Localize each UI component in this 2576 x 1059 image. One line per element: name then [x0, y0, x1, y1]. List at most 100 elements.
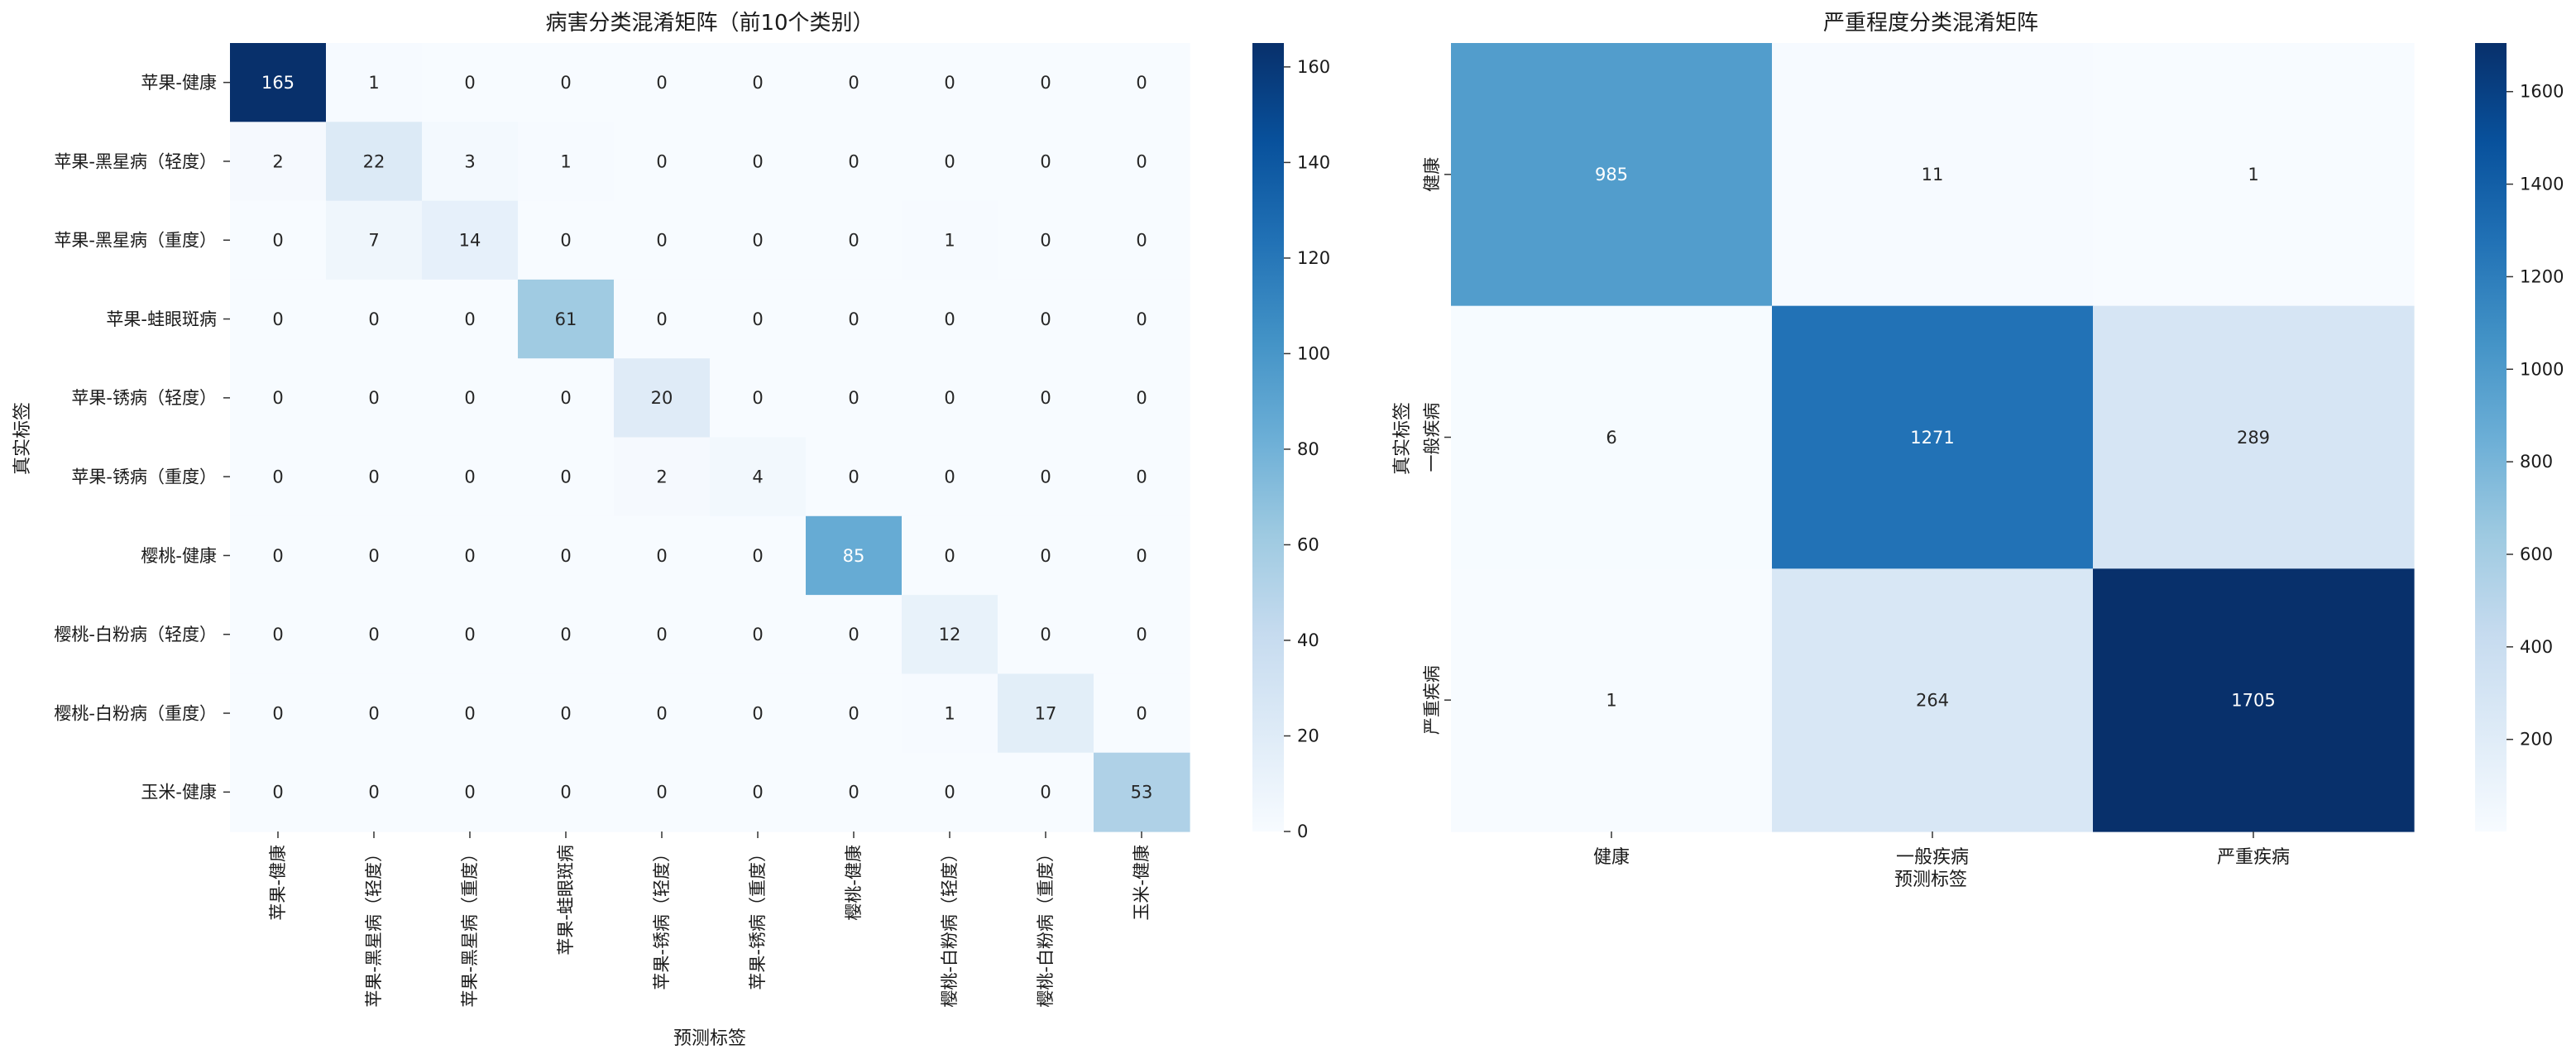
- chart-1-cell-r4-c9: [1094, 358, 1190, 438]
- chart-1-cell-value-r6-c0: 0: [272, 546, 283, 566]
- chart-1-cell-r0-c5: [710, 43, 807, 122]
- chart-1-cell-value-r3-c9: 0: [1136, 309, 1147, 329]
- chart-2-cell-value-r0-c0: 985: [1595, 165, 1628, 184]
- chart-1-cell-r9-c5: [710, 752, 807, 832]
- chart-1-cell-value-r1-c7: 0: [944, 151, 955, 171]
- chart-1-cell-value-r8-c7: 1: [944, 703, 955, 723]
- chart-1-cell-value-r7-c5: 0: [752, 625, 763, 645]
- chart-1-cell-r6-c5: [710, 515, 807, 596]
- chart-1-cell-r1-c4: [614, 122, 711, 202]
- chart-2-cell-r2-c1: [1772, 568, 2094, 832]
- chart-1-cell-r9-c2: [422, 752, 519, 832]
- chart-2-cell-r0-c0: [1451, 43, 1773, 307]
- chart-1-cell-value-r3-c1: 0: [368, 309, 379, 329]
- chart-1-cell-r1-c9: [1094, 122, 1190, 202]
- chart-1-cell-r6-c2: [422, 515, 519, 596]
- chart-1-cell-value-r0-c3: 0: [560, 73, 571, 93]
- chart-1-y-tick-label: 樱桃-白粉病（重度）: [54, 703, 217, 723]
- chart-2-cell-value-r1-c1: 1271: [1910, 428, 1954, 448]
- chart-1-cell-r1-c3: [518, 122, 615, 202]
- chart-1-cell-value-r5-c0: 0: [272, 467, 283, 487]
- chart-1-cell-r3-c5: [710, 279, 807, 359]
- chart-1-cell-r5-c5: [710, 437, 807, 517]
- chart-1-x-tick-label: 樱桃-健康: [844, 845, 864, 921]
- chart-1-cell-r5-c8: [998, 437, 1094, 517]
- chart-1-cell-r6-c9: [1094, 515, 1190, 596]
- chart-1-cell-value-r6-c2: 0: [464, 546, 475, 566]
- chart-2-cell-value-r1-c2: 289: [2237, 428, 2270, 448]
- chart-1-cell-r1-c7: [902, 122, 998, 202]
- chart-1-cell-r6-c0: [230, 515, 327, 596]
- chart-2-colorbar-tick-label: 400: [2520, 637, 2553, 657]
- chart-1-cell-r7-c4: [614, 595, 711, 674]
- chart-1-cell-r8-c3: [518, 673, 615, 754]
- chart-1-cell-r8-c7: [902, 673, 998, 754]
- chart-1-cell-value-r8-c0: 0: [272, 703, 283, 723]
- chart-2-cell-value-r2-c2: 1705: [2231, 691, 2275, 711]
- chart-1-cell-r7-c6: [806, 595, 903, 674]
- chart-1-cell-value-r7-c4: 0: [656, 625, 667, 645]
- chart-1-x-tick-label: 苹果-黑星病（重度）: [460, 845, 480, 1008]
- chart-1-cell-value-r6-c4: 0: [656, 546, 667, 566]
- chart-1-cell-value-r9-c5: 0: [752, 783, 763, 803]
- chart-1-cell-r2-c6: [806, 200, 903, 280]
- chart-1-cell-r0-c0: [230, 43, 327, 122]
- chart-2-y-tick-label: 健康: [1422, 157, 1442, 192]
- chart-1-cell-value-r2-c7: 1: [944, 231, 955, 251]
- chart-1-cell-value-r3-c6: 0: [848, 309, 859, 329]
- chart-1-cell-r5-c2: [422, 437, 519, 517]
- chart-1-cells: [230, 43, 1190, 832]
- chart-1-cell-r0-c6: [806, 43, 903, 122]
- chart-1-x-tick-label: 樱桃-白粉病（轻度）: [940, 845, 960, 1008]
- chart-1-title: 病害分类混淆矩阵（前10个类别）: [545, 11, 874, 36]
- chart-2-colorbar-ticks: 200 400 600 800 1000 1200 1400 1600: [2507, 82, 2564, 750]
- chart-2-colorbar-tick-label: 1000: [2520, 359, 2564, 379]
- chart-1-cell-r6-c7: [902, 515, 998, 596]
- chart-1-cell-value-r7-c9: 0: [1136, 625, 1147, 645]
- chart-1-cell-value-r4-c5: 0: [752, 388, 763, 408]
- chart-1-cell-r8-c6: [806, 673, 903, 754]
- chart-1-cell-r0-c2: [422, 43, 519, 122]
- chart-1-cell-r9-c4: [614, 752, 711, 832]
- chart-1-x-axis-label: 预测标签: [673, 1028, 746, 1049]
- chart-1-cell-value-r3-c5: 0: [752, 309, 763, 329]
- chart-1-cell-r5-c0: [230, 437, 327, 517]
- chart-2-x-tick-label: 严重疾病: [2217, 847, 2290, 868]
- chart-1-x-tick-label: 苹果-蛙眼斑病: [556, 845, 576, 956]
- chart-1-x-tick-label: 玉米-健康: [1132, 845, 1152, 921]
- chart-1-cell-value-r3-c2: 0: [464, 309, 475, 329]
- chart-1-cell-r3-c0: [230, 279, 327, 359]
- chart-1-cell-r2-c9: [1094, 200, 1190, 280]
- chart-2-cell-value-r1-c0: 6: [1606, 428, 1616, 448]
- chart-1-cell-value-r3-c4: 0: [656, 309, 667, 329]
- chart-1-cell-r7-c9: [1094, 595, 1190, 674]
- chart-1-cell-r3-c6: [806, 279, 903, 359]
- chart-1-cell-r3-c8: [998, 279, 1094, 359]
- chart-1-cell-value-r7-c3: 0: [560, 625, 571, 645]
- chart-1-cell-value-r7-c2: 0: [464, 625, 475, 645]
- chart-2-x-tick-labels: 健康 一般疾病 严重疾病: [1593, 831, 2290, 868]
- chart-1-cell-value-r0-c0: 165: [261, 73, 294, 93]
- chart-1-cell-value-r0-c2: 0: [464, 73, 475, 93]
- chart-1-cell-value-r5-c5: 4: [752, 467, 763, 487]
- chart-1-cell-r9-c8: [998, 752, 1094, 832]
- chart-1-cell-r8-c0: [230, 673, 327, 754]
- chart-1-cell-r1-c2: [422, 122, 519, 202]
- chart-2-cell-r0-c2: [2093, 43, 2415, 307]
- chart-1-cell-value-r5-c3: 0: [560, 467, 571, 487]
- chart-1-cell-value-r8-c2: 0: [464, 703, 475, 723]
- chart-1-y-tick-label: 苹果-健康: [141, 73, 217, 93]
- chart-1-cell-value-r5-c4: 2: [656, 467, 667, 487]
- chart-2-title: 严重程度分类混淆矩阵: [1823, 11, 2038, 36]
- chart-1-cell-value-r4-c2: 0: [464, 388, 475, 408]
- chart-1-cell-value-r1-c1: 22: [363, 151, 385, 171]
- chart-1-y-tick-label: 苹果-锈病（轻度）: [71, 388, 217, 408]
- chart-1-cell-value-r5-c9: 0: [1136, 467, 1147, 487]
- chart-1-cell-value-r9-c9: 53: [1131, 783, 1153, 803]
- chart-1-cell-r8-c9: [1094, 673, 1190, 754]
- disease-confusion-matrix: 病害分类混淆矩阵（前10个类别） 165 1 0 0 0 0 0 0 0 02 22 3 1 0 0 0 0 0 0…: [12, 11, 1330, 1049]
- chart-2-y-tick-label: 严重疾病: [1422, 665, 1442, 735]
- chart-1-colorbar-tick-label: 40: [1297, 630, 1319, 650]
- chart-1-cell-r0-c1: [326, 43, 423, 122]
